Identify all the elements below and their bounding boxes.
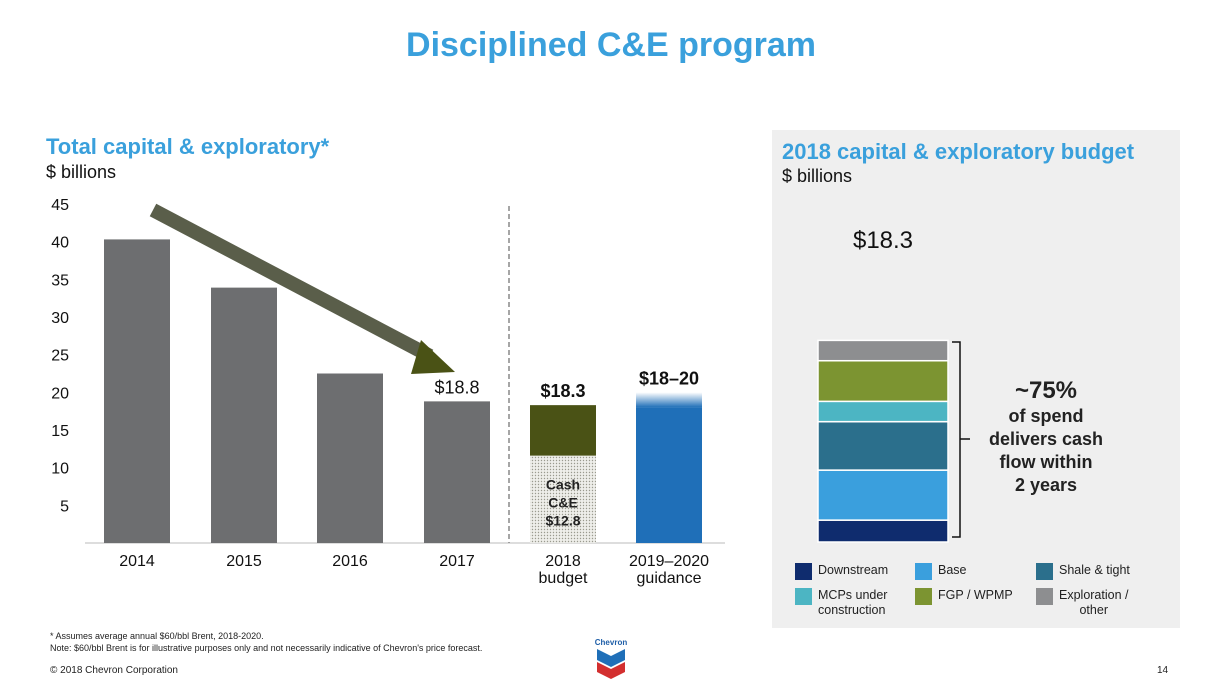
x-tick-label: guidance [637,570,702,587]
y-tick-label: 35 [51,272,69,289]
left-chart-title: Total capital & exploratory* [46,134,330,159]
legend-label: Downstream [818,563,889,577]
annotation-line: 2 years [1015,475,1077,495]
footnote-assumption: * Assumes average annual $60/bbl Brent, … [50,631,264,641]
x-tick-label: 2014 [119,553,155,570]
segment-mcps-under-construction [817,400,949,423]
segment-exploration-other [817,339,949,362]
right-chart-title: 2018 capital & exploratory budget [782,139,1135,164]
x-tick-label: 2017 [439,553,475,570]
x-tick-label: 2015 [226,553,262,570]
legend-label: MCPs under construction [818,588,888,617]
stacked-budget-chart: $18.3 ~75%of spend delivers cash flow withi… [817,227,1103,543]
bracket [952,341,961,538]
bar-2016 [317,373,383,543]
annotation-line: flow within [1000,452,1093,472]
bar-guidance [636,407,702,543]
segment-shale-tight [817,420,949,471]
cash-ce-label: $12.8 [545,513,580,529]
copyright: © 2018 Chevron Corporation [50,665,178,676]
bar-2015 [211,287,277,543]
legend-label: Exploration / other [1059,588,1129,617]
data-label: $18.8 [434,377,479,397]
x-tick-label: 2018 [545,553,581,570]
y-tick-label: 25 [51,348,69,365]
segment-fgp-wpmp [817,359,949,403]
x-tick-label: budget [539,570,588,587]
legend-swatch [1036,588,1053,605]
x-tick-label: 2019–2020 [629,553,709,570]
y-tick-label: 15 [51,423,69,440]
right-chart-subtitle: $ billions [782,166,853,186]
y-tick-label: 10 [51,461,69,478]
cash-ce-label: C&E [548,495,578,511]
segment-downstream [817,519,949,543]
legend-label: Base [938,563,967,577]
bar-2017 [424,401,490,543]
left-chart-subtitle: $ billions [46,162,117,182]
trend-arrow-shaft [149,203,434,363]
legend-item: Base [915,563,967,580]
bar-2014 [104,239,170,543]
legend-item: Exploration / other [1036,588,1128,618]
legend-label: FGP / WPMP [938,588,1013,602]
legend-swatch [915,563,932,580]
bar-2018-cash-segment [530,455,596,543]
y-tick-label: 45 [51,197,69,214]
legend-item: FGP / WPMP [915,588,1013,605]
y-tick-label: 5 [60,498,69,515]
slide-title: Disciplined C&E program [406,26,816,64]
legend-swatch [795,588,812,605]
y-tick-label: 20 [51,385,69,402]
legend-item: Downstream [795,563,888,580]
annotation-line: of spend [1009,406,1084,426]
data-label: $18.3 [540,381,585,401]
legend-label: Shale & tight [1059,563,1130,577]
x-tick-label: 2016 [332,553,368,570]
legend-swatch [795,563,812,580]
stack-total-label: $18.3 [853,227,913,254]
y-tick-label: 30 [51,310,69,327]
footnote-note: Note: $60/bbl Brent is for illustrative … [50,643,483,653]
bar-2018-top-segment [530,405,596,456]
left-bar-chart: 5 10 15 20 25 30 35 40 45 $18.8 Cash C&E $12.8 $18.3… [51,197,725,587]
annotation-line: delivers cash [989,429,1103,449]
legend-item: Shale & tight [1036,563,1130,580]
data-label: $18–20 [639,368,699,388]
page-number: 14 [1157,665,1169,676]
cash-ce-label: Cash [546,477,580,493]
bar-guidance-range [636,392,702,408]
segment-base [817,469,949,521]
legend-swatch [1036,563,1053,580]
legend-swatch [915,588,932,605]
chevron-logo: Chevron [595,638,628,679]
trend-arrow-head [411,340,455,374]
legend-item: MCPs under construction [795,588,887,618]
chevron-logo-text: Chevron [595,638,628,647]
annotation-line: ~75% [1015,377,1077,404]
y-tick-label: 40 [51,235,69,252]
